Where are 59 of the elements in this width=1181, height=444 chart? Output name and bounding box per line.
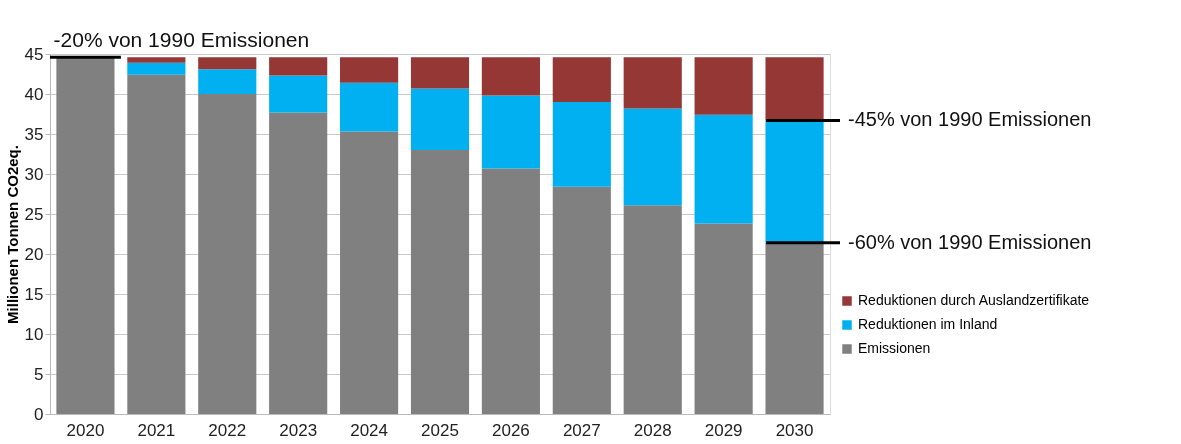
y-tick-label: 15 xyxy=(24,284,44,304)
x-tick-label: 2030 xyxy=(775,420,814,440)
bar xyxy=(198,57,257,70)
bar xyxy=(623,57,682,109)
bar xyxy=(481,168,540,414)
bar xyxy=(56,57,115,414)
bar xyxy=(552,186,611,414)
y-tick-label: 20 xyxy=(24,244,44,264)
bar xyxy=(410,88,470,150)
y-tick-label: 30 xyxy=(24,164,44,184)
bar xyxy=(694,223,753,414)
y-tick-label: 5 xyxy=(34,364,44,384)
x-tick-label: 2022 xyxy=(208,420,247,440)
bar xyxy=(765,120,824,243)
annotation: -60% von 1990 Emissionen xyxy=(848,230,1092,253)
y-tick-label: 35 xyxy=(24,124,44,144)
bar xyxy=(340,82,399,132)
bar xyxy=(127,74,186,414)
bar xyxy=(552,102,611,187)
y-tick-label: 25 xyxy=(24,204,44,224)
bar xyxy=(765,57,824,121)
bar xyxy=(410,150,470,414)
bar xyxy=(623,108,682,206)
bar xyxy=(623,205,682,414)
bar xyxy=(694,114,753,224)
annotation: -20% von 1990 Emissionen xyxy=(53,28,310,52)
bar xyxy=(269,112,328,414)
x-tick-label: 2024 xyxy=(350,420,388,440)
bar xyxy=(269,57,328,76)
bar xyxy=(340,57,399,83)
bar xyxy=(410,57,470,89)
x-tick-label: 2028 xyxy=(633,420,672,440)
x-tick-label: 2020 xyxy=(66,420,105,440)
y-tick-label: 40 xyxy=(24,84,44,104)
bar xyxy=(127,62,186,75)
bar xyxy=(694,57,753,115)
x-tick-label: 2025 xyxy=(421,420,459,440)
bar xyxy=(198,69,257,94)
y-tick-label: 0 xyxy=(34,404,44,424)
y-tick-label: 45 xyxy=(24,44,44,64)
bar xyxy=(269,75,328,113)
x-tick-label: 2029 xyxy=(704,420,743,440)
x-tick-label: 2023 xyxy=(279,420,318,440)
x-tick-label: 2027 xyxy=(562,420,601,440)
bar xyxy=(552,57,611,102)
y-axis-title: Millionen Tonnen CO2eq. xyxy=(3,145,21,324)
bar xyxy=(127,57,186,63)
bar xyxy=(198,94,257,414)
bar xyxy=(340,131,399,414)
x-tick-label: 2021 xyxy=(137,420,176,440)
bar xyxy=(481,57,540,96)
legend-label: Reduktionen im Inland xyxy=(858,316,998,332)
legend-label: Emissionen xyxy=(858,340,931,356)
bar xyxy=(481,95,540,169)
y-tick-label: 10 xyxy=(24,324,44,344)
x-tick-label: 2026 xyxy=(492,420,530,440)
annotation: -45% von 1990 Emissionen xyxy=(848,108,1092,131)
bar xyxy=(765,242,824,414)
legend-label: Reduktionen durch Auslandzertifikate xyxy=(858,292,1090,308)
